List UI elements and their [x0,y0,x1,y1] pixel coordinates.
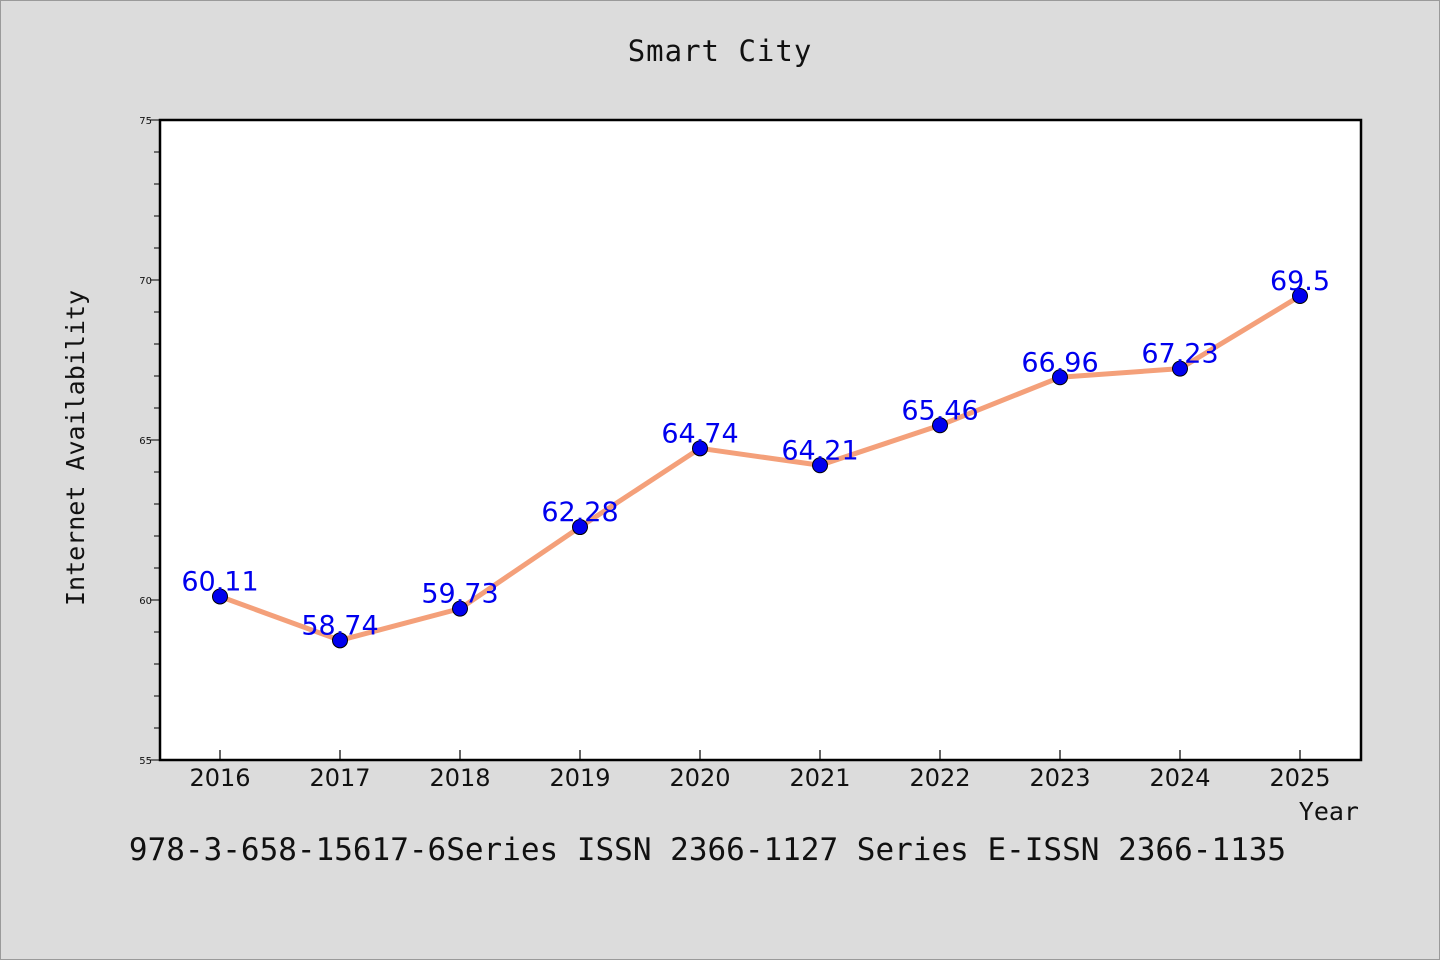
x-tick-label: 2021 [789,764,850,792]
data-label: 69.5 [1270,266,1330,297]
data-labels-group: 60.11 58.74 59.73 62.28 64.74 64.21 65.46 66.96… [181,266,1330,641]
x-axis-label: Year [1299,797,1359,826]
y-axis: 55 60 65 70 75 [139,116,160,767]
y-tick-label: 75 [139,116,152,127]
data-label: 59.73 [421,579,498,610]
x-axis: 2016 2017 2018 2019 2020 2021 2022 2023 2024 2025 [189,750,1331,792]
x-tick-label: 2018 [429,764,490,792]
data-label: 58.74 [301,610,378,641]
x-tick-label: 2025 [1269,764,1330,792]
data-label: 65.46 [901,395,978,426]
plot-area [158,118,1363,762]
chart-title: Smart City [627,34,813,68]
data-point [212,588,228,605]
data-point [332,632,348,649]
data-point [1172,360,1188,377]
data-point [932,417,948,434]
isbn-footer: 978-3-658-15617-6Series ISSN 2366-1127 S… [128,832,1287,868]
data-point [812,457,828,474]
x-tick-label: 2016 [189,764,250,792]
data-point [692,440,708,457]
x-tick-label: 2017 [309,764,370,792]
x-tick-label: 2024 [1149,764,1210,792]
y-axis-label: Internet Availability [61,290,90,606]
data-label: 60.11 [181,566,258,597]
y-tick-label: 55 [139,756,152,767]
y-tick-label: 70 [139,276,152,287]
data-point [1292,288,1308,304]
x-tick-label: 2023 [1029,764,1090,792]
data-point [1052,369,1068,386]
x-tick-label: 2020 [669,764,730,792]
data-label: 62.28 [541,497,618,528]
x-tick-label: 2019 [549,764,610,792]
y-tick-label: 60 [139,596,152,607]
data-label: 67.23 [1141,339,1218,370]
series-line [217,293,1303,643]
data-label: 66.96 [1021,347,1098,378]
data-point [452,600,468,617]
markers-group [212,288,1308,649]
x-tick-label: 2022 [909,764,970,792]
data-label: 64.74 [661,418,738,449]
data-label: 64.21 [781,435,858,466]
y-tick-label: 65 [139,436,152,447]
series-line-group [217,293,1303,643]
data-point [572,519,588,536]
